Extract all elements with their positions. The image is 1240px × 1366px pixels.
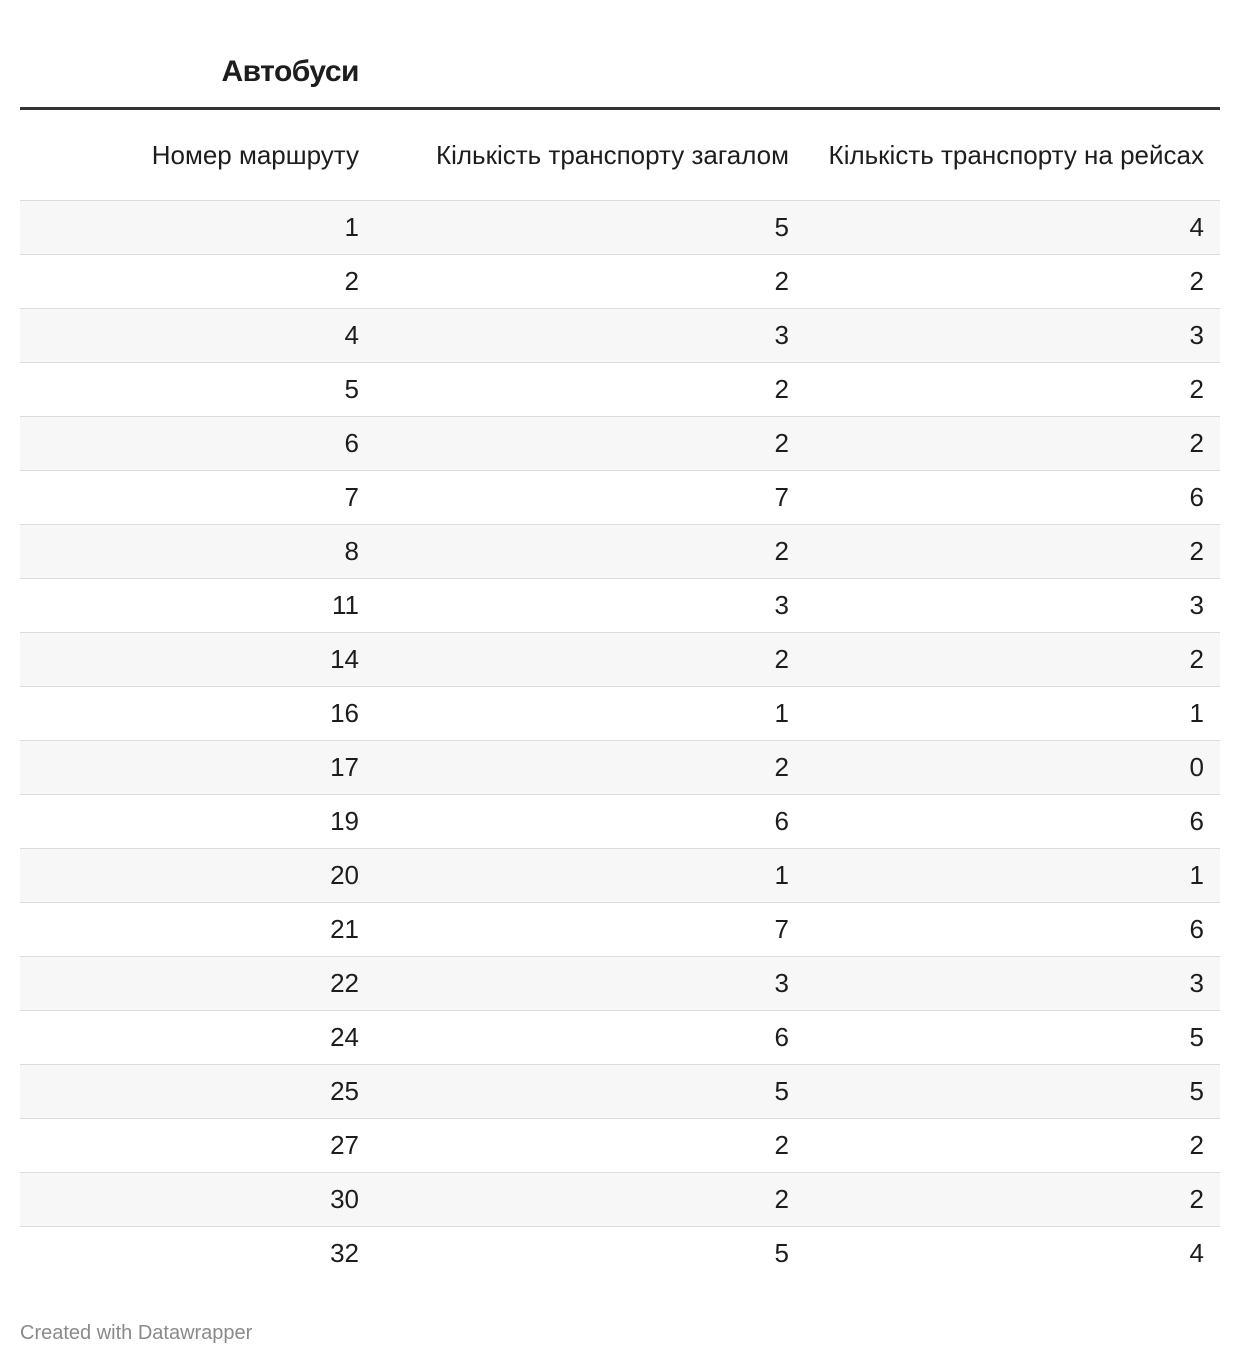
table-head: Номер маршруту Кількість транспорту зага… bbox=[20, 110, 1220, 201]
table-cell: 4 bbox=[805, 1226, 1220, 1280]
table-cell: 1 bbox=[20, 200, 375, 255]
column-header: Номер маршруту bbox=[151, 140, 359, 170]
table-cell: 27 bbox=[20, 1118, 375, 1173]
table-cell: 5 bbox=[375, 1064, 805, 1119]
table-cell: 4 bbox=[20, 308, 375, 363]
table-cell: 6 bbox=[805, 902, 1220, 957]
table-cell: 19 bbox=[20, 794, 375, 849]
table-cell: 7 bbox=[20, 470, 375, 525]
table-cell: 2 bbox=[375, 740, 805, 795]
table-cell: 5 bbox=[20, 362, 375, 417]
table-row: 32 5 4 bbox=[20, 1226, 1220, 1280]
table-cell: 2 bbox=[805, 1118, 1220, 1173]
table-cell: 14 bbox=[20, 632, 375, 687]
table-cell: 2 bbox=[375, 1172, 805, 1227]
table-cell: 11 bbox=[20, 578, 375, 633]
table-cell: 1 bbox=[375, 686, 805, 741]
table-cell: 2 bbox=[20, 254, 375, 309]
table-cell: 2 bbox=[805, 524, 1220, 579]
table-body: 1 5 4 2 2 2 4 3 3 5 2 2 6 2 2 7 7 6 8 2 2 11 3 3 14 2 2 16 1 1 17 2 0 19 6… bbox=[20, 200, 1220, 1280]
table-cell: 3 bbox=[805, 956, 1220, 1011]
table-row: 19 6 6 bbox=[20, 794, 1220, 849]
table-row: 22 3 3 bbox=[20, 956, 1220, 1011]
table-cell: 7 bbox=[375, 470, 805, 525]
table-cell: 17 bbox=[20, 740, 375, 795]
table-cell: 6 bbox=[20, 416, 375, 471]
table-cell: 4 bbox=[805, 200, 1220, 255]
table-cell: 6 bbox=[375, 794, 805, 849]
table-cell: 32 bbox=[20, 1226, 375, 1280]
table-cell: 25 bbox=[20, 1064, 375, 1119]
table-cell: 7 bbox=[375, 902, 805, 957]
table-cell: 6 bbox=[805, 470, 1220, 525]
table-row: 27 2 2 bbox=[20, 1118, 1220, 1173]
table-row: 11 3 3 bbox=[20, 578, 1220, 633]
table-row: 30 2 2 bbox=[20, 1172, 1220, 1227]
column-header: Кількість транспорту на рейсах bbox=[828, 140, 1204, 170]
table-cell: 2 bbox=[805, 632, 1220, 687]
table-cell: 1 bbox=[805, 848, 1220, 903]
table-title: Автобуси bbox=[221, 55, 359, 88]
table-cell: 22 bbox=[20, 956, 375, 1011]
table-cell: 6 bbox=[375, 1010, 805, 1065]
table-cell: 3 bbox=[805, 308, 1220, 363]
table-cell: 21 bbox=[20, 902, 375, 957]
table-cell: 8 bbox=[20, 524, 375, 579]
table-row: 17 2 0 bbox=[20, 740, 1220, 795]
table-cell: 6 bbox=[805, 794, 1220, 849]
table-cell: 30 bbox=[20, 1172, 375, 1227]
table-cell: 2 bbox=[805, 1172, 1220, 1227]
table-row: 24 6 5 bbox=[20, 1010, 1220, 1065]
table-row: 16 1 1 bbox=[20, 686, 1220, 741]
table-cell: 3 bbox=[805, 578, 1220, 633]
table-cell: 0 bbox=[805, 740, 1220, 795]
table-cell: 3 bbox=[375, 956, 805, 1011]
table-cell: 20 bbox=[20, 848, 375, 903]
header-rule bbox=[20, 107, 1220, 110]
table-cell: 24 bbox=[20, 1010, 375, 1065]
credit: Created with Datawrapper bbox=[20, 1322, 253, 1344]
table-cell: 2 bbox=[375, 416, 805, 471]
table-cell: 2 bbox=[805, 362, 1220, 417]
table-cell: 2 bbox=[375, 362, 805, 417]
table-cell: 2 bbox=[805, 416, 1220, 471]
table-cell: 2 bbox=[375, 254, 805, 309]
table-row: 25 5 5 bbox=[20, 1064, 1220, 1119]
table-cell: 2 bbox=[805, 254, 1220, 309]
table-cell: 2 bbox=[375, 1118, 805, 1173]
table-cell: 3 bbox=[375, 578, 805, 633]
table-cell: 3 bbox=[375, 308, 805, 363]
table-cell: 2 bbox=[375, 524, 805, 579]
header-row: Номер маршруту Кількість транспорту зага… bbox=[20, 110, 1220, 201]
table-cell: 2 bbox=[375, 632, 805, 687]
table-cell: 1 bbox=[375, 848, 805, 903]
table-cell: 5 bbox=[375, 200, 805, 255]
column-header: Кількість транспорту загалом bbox=[435, 140, 789, 170]
table-row: 20 1 1 bbox=[20, 848, 1220, 903]
data-table: Номер маршруту Кількість транспорту зага… bbox=[20, 110, 1220, 1280]
table-cell: 5 bbox=[375, 1226, 805, 1280]
table-cell: 1 bbox=[805, 686, 1220, 741]
table-cell: 5 bbox=[805, 1010, 1220, 1065]
table-cell: 16 bbox=[20, 686, 375, 741]
table-cell: 5 bbox=[805, 1064, 1220, 1119]
table-row: 14 2 2 bbox=[20, 632, 1220, 687]
table-row: 21 7 6 bbox=[20, 902, 1220, 957]
